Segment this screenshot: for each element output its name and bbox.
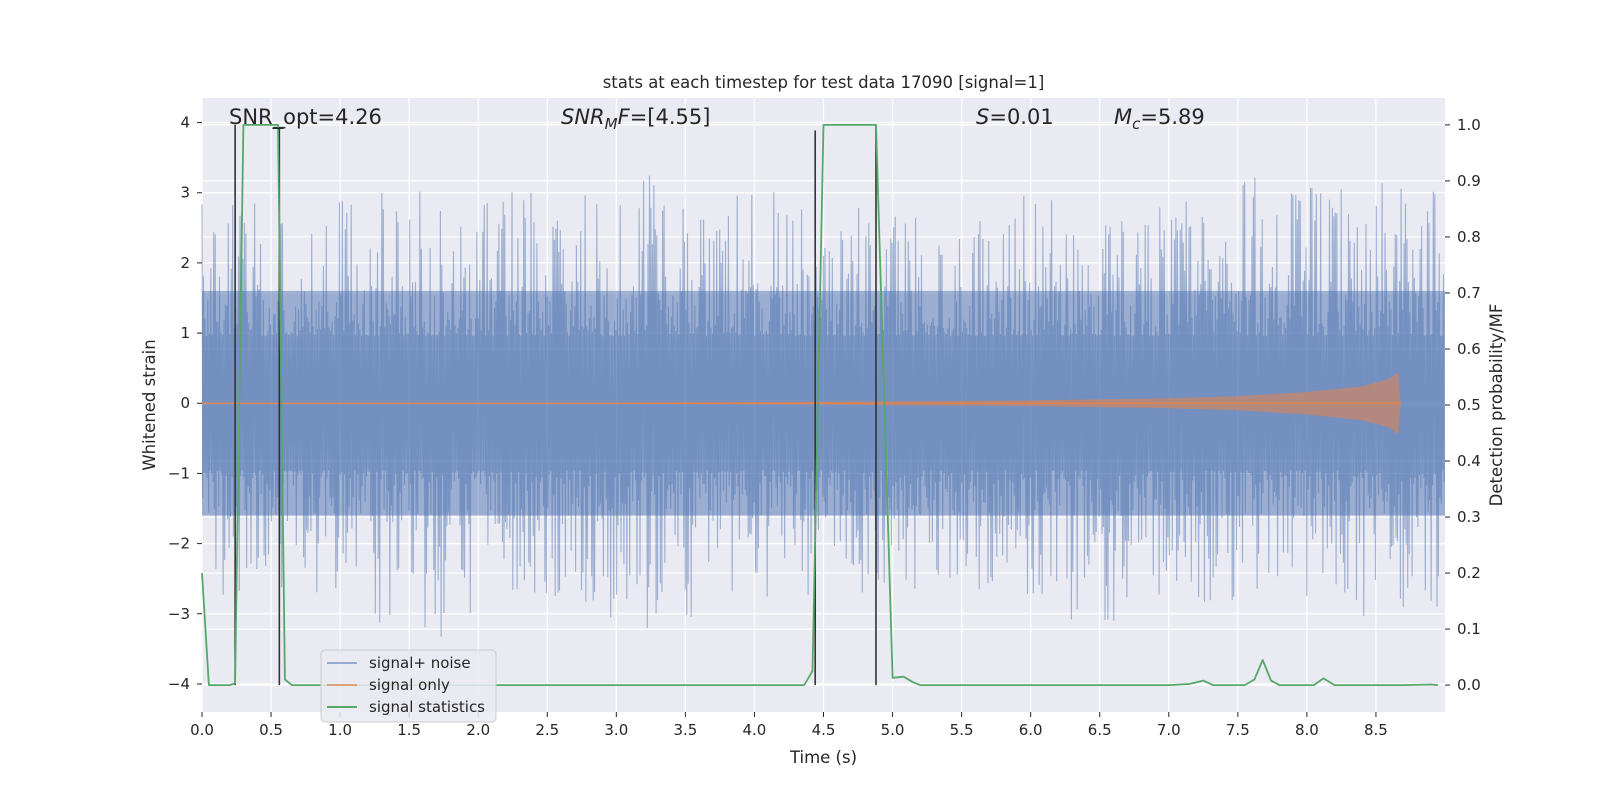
x-tick-label-7: 3.5: [673, 721, 697, 739]
x-tick-label-8: 4.0: [743, 721, 767, 739]
annotation-snr-mf-sub: M: [605, 115, 618, 133]
yr-tick-label-1: 0.1: [1457, 620, 1481, 638]
x-tick-label-2: 1.0: [328, 721, 352, 739]
x-tick-label-5: 2.5: [535, 721, 559, 739]
yr-tick-label-4: 0.4: [1457, 452, 1481, 470]
annotation-snr-mf: SNRMF=[4.55]: [561, 105, 710, 133]
legend-label-stats: signal statistics: [369, 698, 485, 716]
yl-tick-label-7: 3: [180, 184, 190, 202]
signal-only-series: [202, 371, 1401, 435]
yl-tick-label-3: −1: [168, 464, 190, 482]
y-axis-left-label: Whitened strain: [140, 339, 159, 470]
yl-tick-label-0: −4: [168, 675, 190, 693]
noise-trace: [201, 175, 1445, 637]
annotation-s: S=0.01: [976, 105, 1054, 129]
signal-statistics-series: [201, 124, 1439, 686]
x-tick-label-10: 5.0: [881, 721, 905, 739]
x-tick-label-14: 7.0: [1157, 721, 1181, 739]
x-tick-label-17: 8.5: [1364, 721, 1388, 739]
yl-tick-label-1: −3: [168, 605, 190, 623]
annotation-mc-sub: c: [1132, 115, 1141, 133]
annotation-mc: Mc=5.89: [1114, 105, 1205, 133]
legend-label-noise: signal+ noise: [369, 654, 471, 672]
chart-title: stats at each timestep for test data 170…: [603, 73, 1045, 92]
x-tick-label-4: 2.0: [466, 721, 490, 739]
yr-tick-label-2: 0.2: [1457, 564, 1481, 582]
x-tick-label-16: 8.0: [1295, 721, 1319, 739]
yr-tick-label-0: 0.0: [1457, 676, 1481, 694]
yl-tick-label-6: 2: [180, 254, 190, 272]
y-axis-right-label: Detection probability/MF: [1487, 304, 1506, 507]
x-tick-label-6: 3.0: [604, 721, 628, 739]
x-axis-label: Time (s): [789, 748, 857, 767]
annotation-snr-mf-value: =[4.55]: [630, 105, 711, 129]
x-tick-label-0: 0.0: [190, 721, 214, 739]
annotation-s-value: =0.01: [989, 105, 1053, 129]
legend-label-signal: signal only: [369, 676, 450, 694]
yr-tick-label-3: 0.3: [1457, 508, 1481, 526]
annotation-s-main: S: [976, 105, 989, 129]
x-tick-label-12: 6.0: [1019, 721, 1043, 739]
yl-tick-label-2: −2: [168, 535, 190, 553]
x-tick-label-9: 4.5: [812, 721, 836, 739]
legend: signal+ noise signal only signal statist…: [320, 649, 497, 723]
yl-tick-label-8: 4: [180, 114, 190, 132]
yl-tick-label-5: 1: [180, 324, 190, 342]
yr-tick-label-9: 0.9: [1457, 172, 1481, 190]
stats-line: [201, 124, 1439, 686]
legend-box: [320, 649, 497, 723]
annotation-snr-mf-tail: F: [618, 105, 631, 129]
yr-tick-label-10: 1.0: [1457, 116, 1481, 134]
x-tick-label-13: 6.5: [1088, 721, 1112, 739]
yr-tick-label-6: 0.6: [1457, 340, 1481, 358]
x-tick-label-1: 0.5: [259, 721, 283, 739]
annotation-snr-opt: SNR_opt=4.26: [229, 105, 382, 130]
axis-ticks: 0.0 0.5 1.0 1.5 2.0 2.5 3.0 3.5 4.0 4.5 5.0 5.5 6.0 6…: [168, 114, 1481, 739]
yr-tick-label-5: 0.5: [1457, 396, 1481, 414]
annotation-mc-value: =5.89: [1140, 105, 1204, 129]
annotation-mc-main: M: [1114, 105, 1132, 129]
yr-tick-label-8: 0.8: [1457, 228, 1481, 246]
annotation-snr-mf-main: SNR: [561, 105, 605, 129]
x-tick-label-3: 1.5: [397, 721, 421, 739]
x-tick-label-11: 5.5: [950, 721, 974, 739]
x-tick-label-15: 7.5: [1226, 721, 1250, 739]
yr-tick-label-7: 0.7: [1457, 284, 1481, 302]
yl-tick-label-4: 0: [180, 394, 190, 412]
